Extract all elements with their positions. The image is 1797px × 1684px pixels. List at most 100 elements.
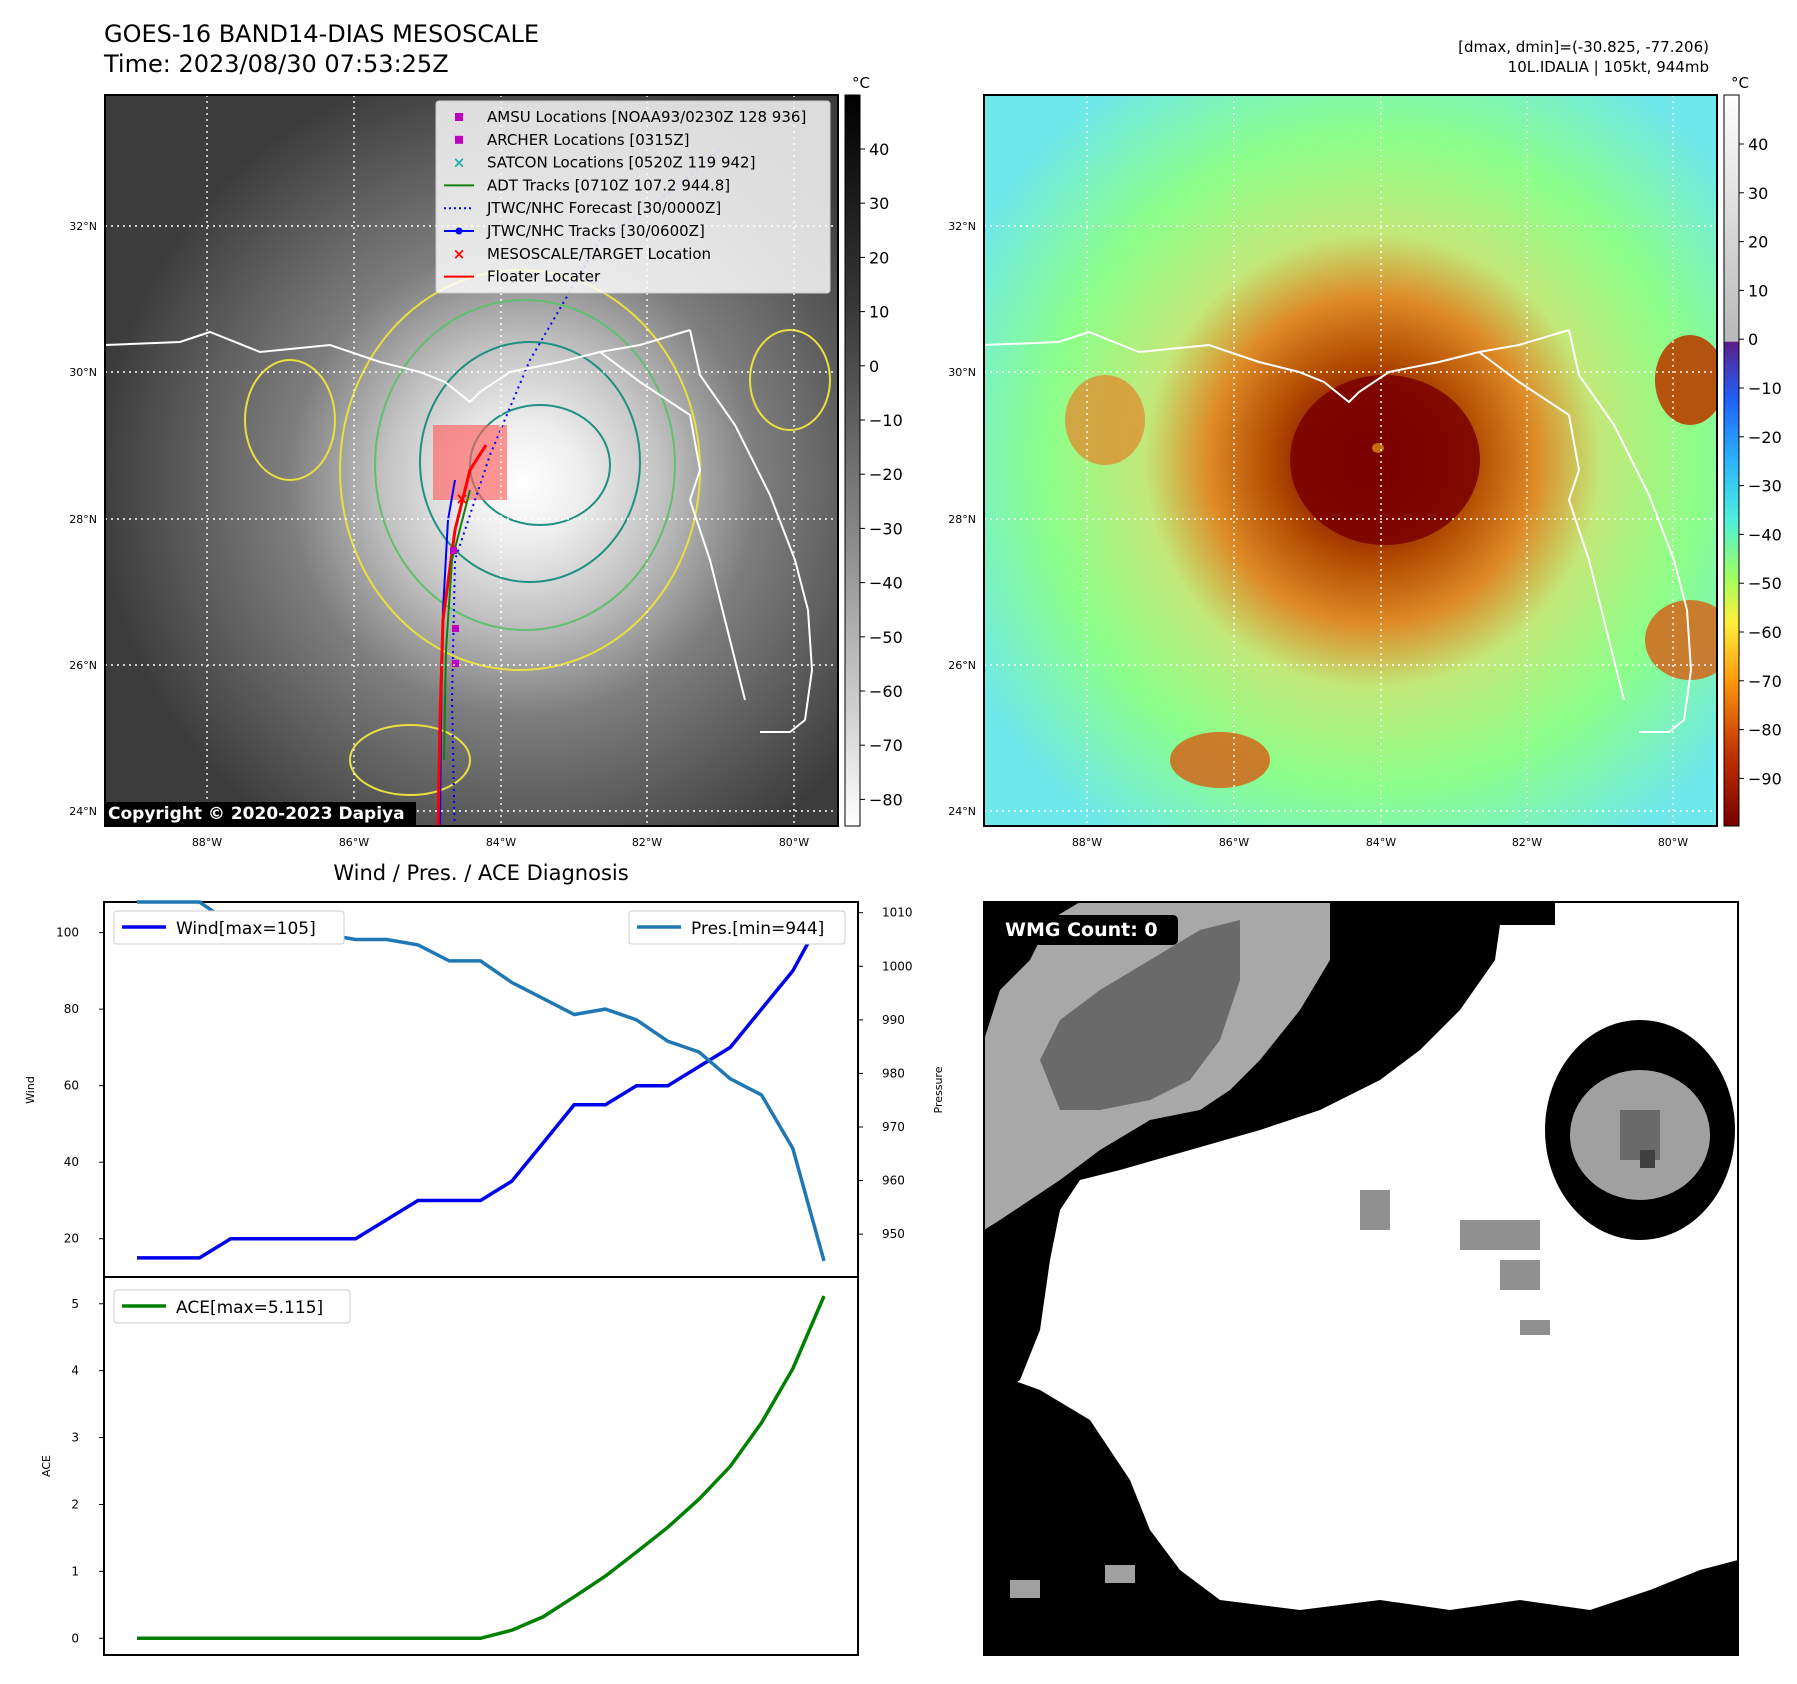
pressure-ytick-label: 970 [882, 1120, 905, 1134]
right-gridlines [984, 95, 1717, 826]
lat-label-right: 30°N [948, 366, 976, 379]
legend-item: × MESOSCALE/TARGET Location [453, 245, 711, 263]
lat-label-right: 32°N [948, 220, 976, 233]
left-cbar-label: −30 [869, 519, 903, 538]
dmax-dmin-label: [dmax, dmin]=(-30.825, -77.206) [1458, 38, 1709, 56]
legend-item: × SATCON Locations [0520Z 119 942] [453, 154, 756, 172]
legend-label: Floater Locater [487, 268, 601, 286]
target-marker: × [455, 489, 468, 508]
right-colorbar-unit: °C [1731, 74, 1749, 92]
right-cbar-label: −80 [1748, 721, 1782, 740]
legend-label: JTWC/NHC Forecast [30/0000Z] [486, 199, 721, 217]
floater-box [433, 425, 507, 500]
contour-teal-1 [419, 341, 641, 583]
ace-ytick-label: 2 [71, 1497, 79, 1511]
legend-marker [455, 135, 463, 144]
wmg-patch-5 [1010, 1580, 1040, 1598]
pressure-ytick-label: 950 [882, 1227, 905, 1241]
left-cbar-label: 0 [869, 357, 879, 376]
wmg-count-label: WMG Count: 0 [1005, 919, 1158, 941]
lat-label-left: 24°N [69, 805, 97, 818]
ace-chart: 0 1 2 3 4 5 ACE ACE[max=5.115] [40, 1276, 859, 1656]
left-cbar-label: −80 [869, 790, 903, 809]
right-cbar-label: −90 [1748, 769, 1782, 788]
left-cbar-label: 10 [869, 303, 889, 322]
pressure-ytick-label: 960 [882, 1174, 905, 1188]
legend-label: SATCON Locations [0520Z 119 942] [487, 154, 755, 172]
left-colorbar [844, 94, 861, 827]
legend-item: ARCHER Locations [0315Z] [455, 131, 690, 149]
right-cbar-label: −40 [1748, 525, 1782, 544]
left-cbar-label: −50 [869, 628, 903, 647]
right-cbar-label: −30 [1748, 477, 1782, 496]
contour-yellow-2 [349, 724, 471, 796]
pressure-ytick-label: 1000 [882, 959, 913, 973]
rainband-4 [1065, 375, 1145, 465]
legend-label: ARCHER Locations [0315Z] [487, 131, 690, 149]
wind-ytick-label: 80 [64, 1002, 79, 1016]
right-satellite-map [983, 94, 1718, 827]
wmg-right-core [1640, 1150, 1655, 1168]
adt-track [443, 489, 471, 761]
legend: AMSU Locations [NOAA93/0230Z 128 936] ARC… [435, 100, 831, 294]
lon-label-left: 80°W [779, 836, 809, 849]
pressure-axis-label: Pressure [932, 1066, 945, 1113]
lon-label-left: 88°W [192, 836, 222, 849]
lat-label-left: 30°N [69, 366, 97, 379]
legend-marker: × [453, 154, 466, 172]
legend-item: JTWC/NHC Tracks [30/0600Z] [444, 222, 705, 240]
right-cbar-label: −20 [1748, 428, 1782, 447]
right-cbar-label: 40 [1748, 135, 1768, 154]
pressure-ytick-label: 990 [882, 1013, 905, 1027]
right-cbar-label: −10 [1748, 379, 1782, 398]
lon-label-right: 82°W [1512, 836, 1542, 849]
right-cbar-label: 10 [1748, 281, 1768, 300]
left-colorbar-unit: °C [852, 74, 870, 92]
legend-marker-dot [455, 227, 463, 235]
wmg-black-bottom [984, 1370, 1738, 1655]
ace-legend-label: ACE[max=5.115] [176, 1298, 323, 1318]
copyright-box [104, 802, 416, 826]
rainband-2 [1645, 600, 1717, 680]
wmg-label-box [998, 915, 1178, 945]
lon-label-left: 82°W [632, 836, 662, 849]
lon-label-right: 88°W [1072, 836, 1102, 849]
lat-label-right: 24°N [948, 805, 976, 818]
wind-ytick-label: 40 [64, 1155, 79, 1169]
right-cbar-label: 30 [1748, 184, 1768, 203]
left-cbar-label: −10 [869, 411, 903, 430]
legend-marker: × [453, 245, 466, 263]
coastline-right [984, 329, 1693, 733]
left-cbar-label: 40 [869, 140, 889, 159]
wmg-patch-1 [1460, 1220, 1540, 1250]
storm-info: 10L.IDALIA | 105kt, 944mb [1507, 58, 1709, 76]
wmg-panel [983, 901, 1739, 1656]
wmg-patch-4 [1520, 1320, 1550, 1335]
wmg-patch-3 [1360, 1190, 1390, 1230]
lon-label-right: 84°W [1366, 836, 1396, 849]
rainband-1 [1170, 732, 1270, 788]
lat-label-left: 26°N [69, 659, 97, 672]
wind-panel-title: Wind / Pres. / ACE Diagnosis [333, 861, 629, 885]
right-colorbar [1723, 94, 1740, 827]
ace-series-line [137, 1295, 826, 1641]
right-cbar-label: −70 [1748, 672, 1782, 691]
lon-label-left: 84°W [486, 836, 516, 849]
wind-legend-label: Wind[max=105] [176, 919, 316, 939]
amsu-marker [450, 547, 457, 554]
right-cbar-label: 0 [1748, 330, 1758, 349]
archer-marker [452, 625, 459, 632]
floater-track [436, 444, 488, 826]
wind-ytick-label: 100 [56, 926, 79, 940]
lon-label-right: 80°W [1658, 836, 1688, 849]
left-cbar-label: −20 [869, 465, 903, 484]
legend-item: JTWC/NHC Forecast [30/0000Z] [444, 199, 721, 217]
lon-label-right: 86°W [1219, 836, 1249, 849]
right-cbar-label: −50 [1748, 574, 1782, 593]
lat-label-right: 26°N [948, 659, 976, 672]
wind-axis-label: Wind [24, 1076, 37, 1104]
wind-pressure-chart: 20 40 60 80 100 950 960 970 980 990 1000 1010 Wind Pr… [24, 900, 945, 1278]
wmg-darkgray-region [1040, 920, 1240, 1110]
lat-label-right: 28°N [948, 513, 976, 526]
